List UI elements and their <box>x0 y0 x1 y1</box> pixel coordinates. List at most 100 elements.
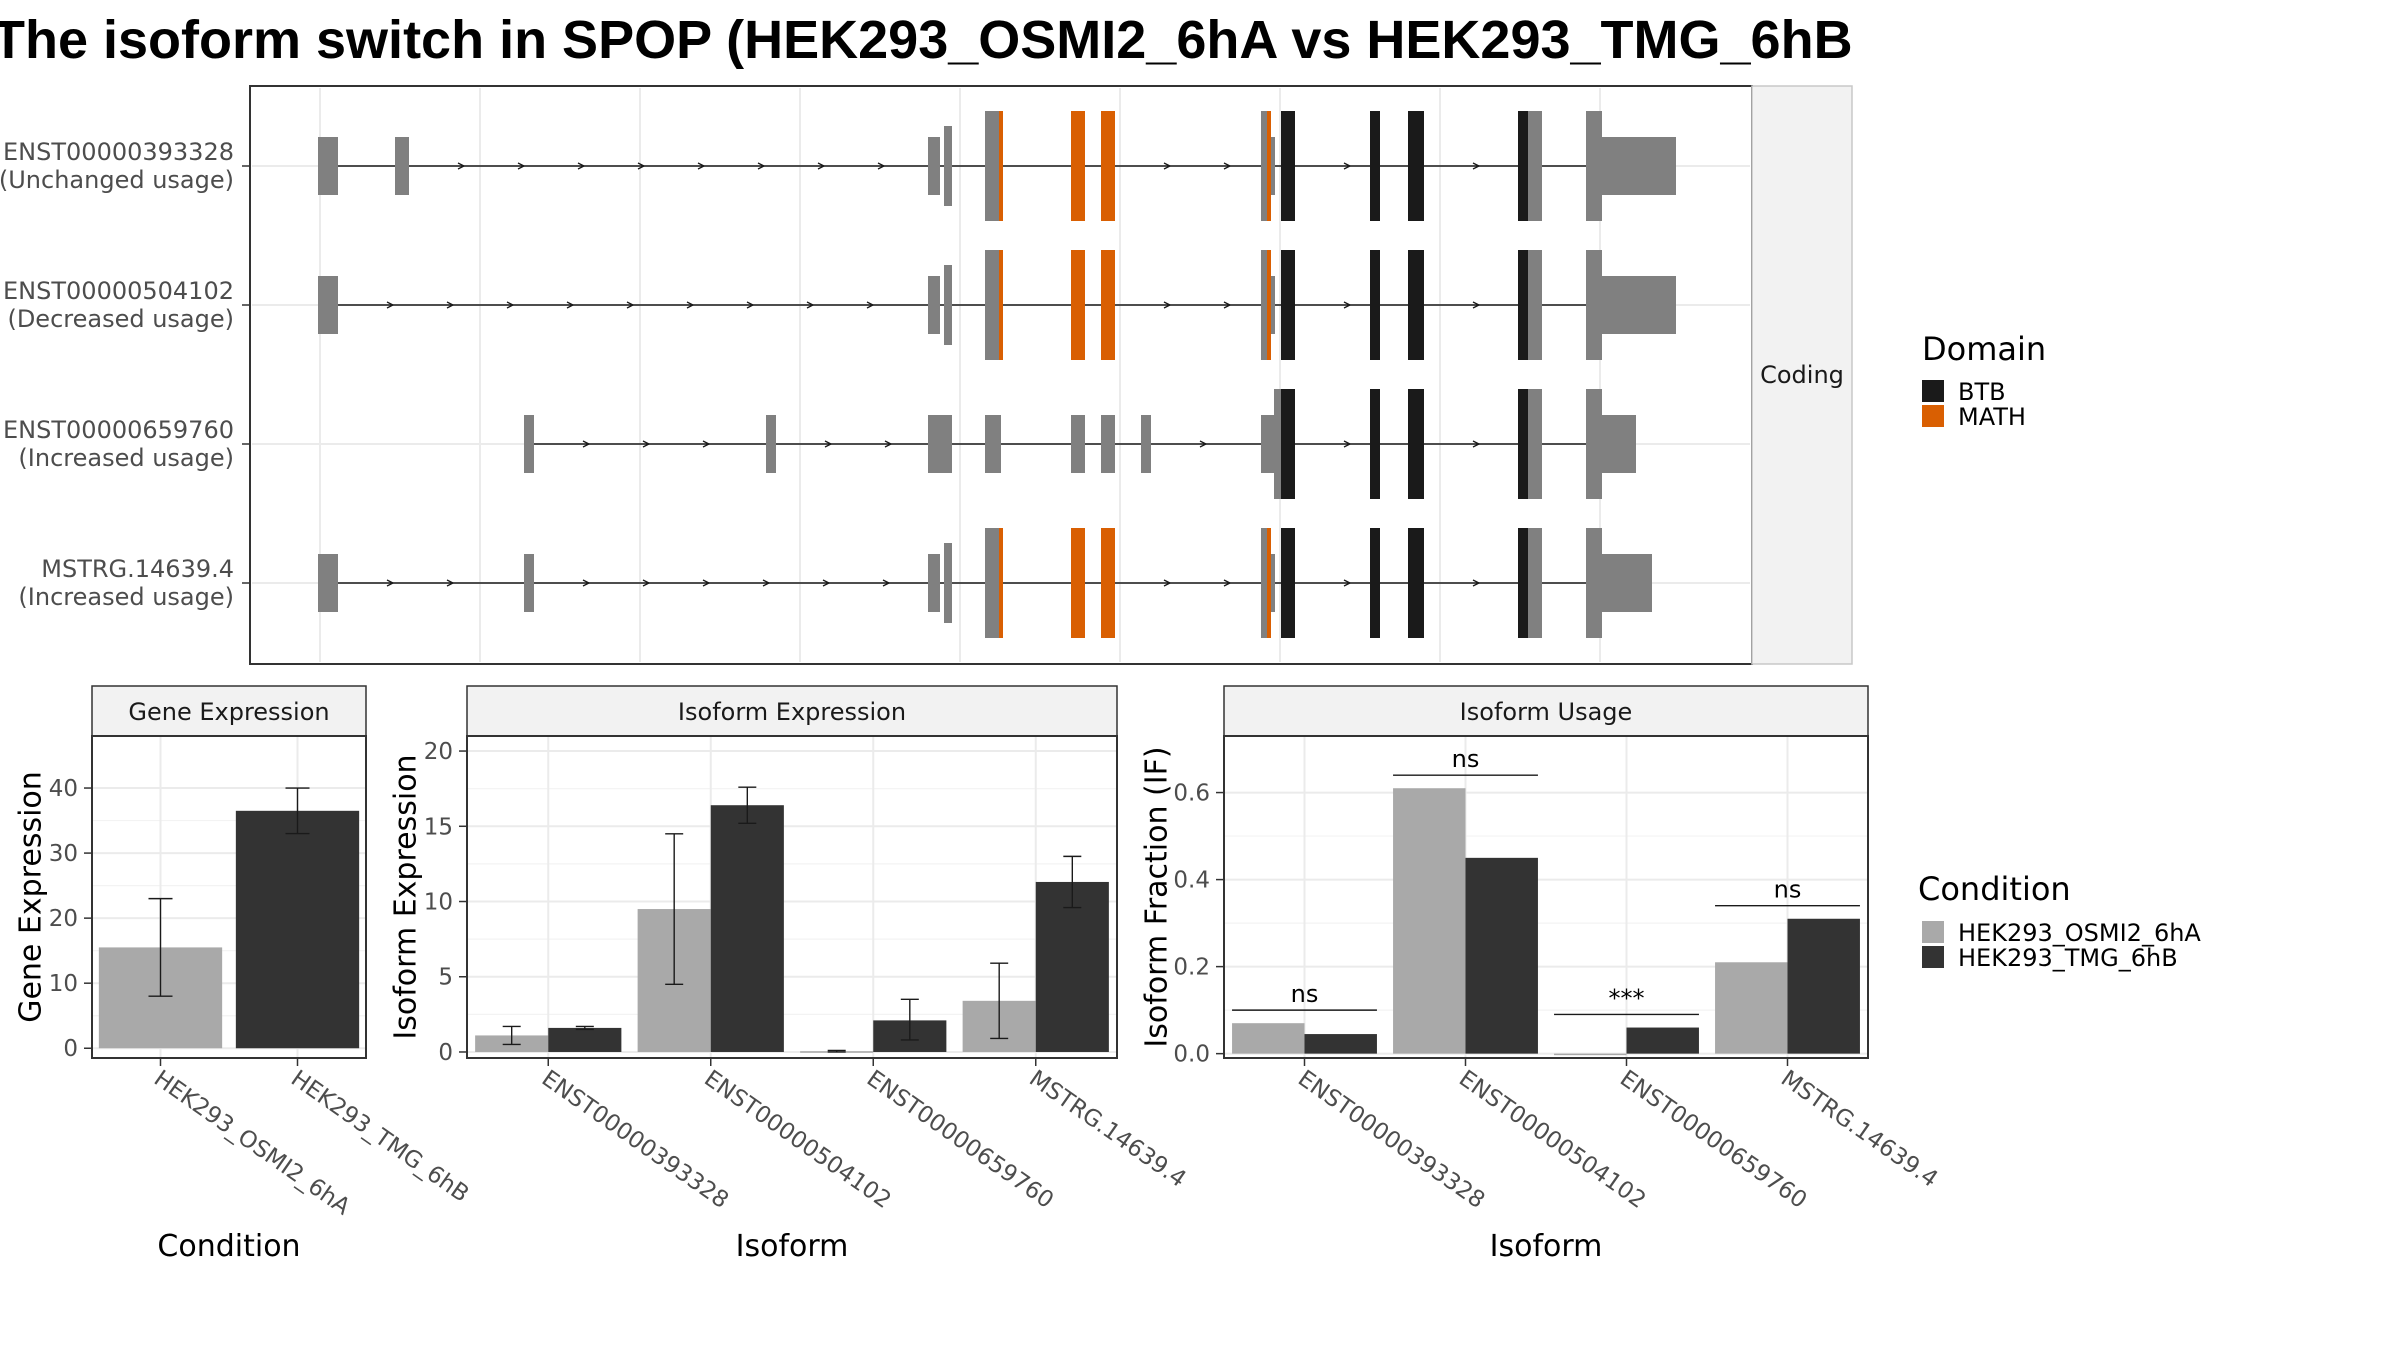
x-axis-title: Condition <box>157 1229 300 1264</box>
exon-block <box>944 543 952 623</box>
intron-arrow <box>1343 301 1352 309</box>
exon-block <box>1267 250 1271 360</box>
exon-block <box>1261 111 1267 221</box>
x-axis-title: Isoform <box>1490 1229 1603 1264</box>
intron-arrow <box>1343 579 1352 587</box>
legend-label-math: MATH <box>1958 403 2026 431</box>
intron-arrow <box>806 301 815 309</box>
exon-block <box>928 276 940 334</box>
isoform-usage-label: (Increased usage) <box>18 583 234 611</box>
intron-arrow <box>446 301 455 309</box>
intron-arrow <box>882 579 891 587</box>
exon-block <box>395 137 409 195</box>
exon-block <box>1281 250 1295 360</box>
intron-arrow <box>577 162 586 170</box>
exon-block <box>524 415 534 473</box>
exon-block <box>1528 111 1542 221</box>
exon-block <box>1518 111 1528 221</box>
isoform-track <box>318 528 1652 638</box>
intron-arrow <box>582 579 591 587</box>
exon-block <box>1071 250 1085 360</box>
panel-strip-title: Isoform Usage <box>1460 698 1633 726</box>
domain-legend-title: Domain <box>1922 330 2046 368</box>
intron-arrow <box>686 301 695 309</box>
intron-arrow <box>746 301 755 309</box>
intron-arrow <box>642 440 651 448</box>
isoform-usage-label: (Unchanged usage) <box>0 166 234 194</box>
x-tick-label: MSTRG.14639.4 <box>1776 1066 1942 1193</box>
y-tick-label: 20 <box>424 739 453 765</box>
exon-block <box>1528 389 1542 499</box>
intron-arrow <box>697 162 706 170</box>
bar <box>1626 1027 1699 1054</box>
y-axis-title: Isoform Fraction (IF) <box>1140 746 1175 1047</box>
bar <box>548 1027 622 1052</box>
exon-block <box>1370 250 1380 360</box>
intron-arrow <box>457 162 466 170</box>
panel-frame <box>91 735 367 1059</box>
exon-block <box>999 250 1003 360</box>
exon-block <box>985 415 1001 473</box>
legend-key-btb <box>1922 380 1944 402</box>
intron-arrow <box>1163 162 1172 170</box>
legend-label-condition-a: HEK293_OSMI2_6hA <box>1958 919 2201 947</box>
intron-arrow <box>386 579 395 587</box>
y-tick-label: 0.0 <box>1173 1042 1210 1068</box>
intron-arrow <box>626 301 635 309</box>
legend-label-condition-b: HEK293_TMG_6hB <box>1958 944 2178 972</box>
condition-legend-title: Condition <box>1918 870 2071 908</box>
exon-block <box>1101 111 1115 221</box>
isoform-id-label: ENST00000659760 <box>3 416 234 444</box>
panel-strip <box>466 685 1118 737</box>
figure-title: The isoform switch in SPOP (HEK293_OSMI2… <box>0 10 1853 70</box>
legend-label-btb: BTB <box>1958 378 2006 406</box>
bar <box>1787 918 1860 1054</box>
exon-block <box>999 528 1003 638</box>
structure-panel: ENST00000393328(Unchanged usage) ENST0000… <box>0 85 1853 665</box>
panel-strip-title: Isoform Expression <box>678 698 906 726</box>
bar <box>235 810 360 1049</box>
x-tick-label: MSTRG.14639.4 <box>1024 1066 1190 1193</box>
y-tick-label: 40 <box>49 776 78 802</box>
exon-block <box>999 111 1003 221</box>
exon-block <box>1602 554 1652 612</box>
exon-block <box>928 554 940 612</box>
condition-legend: Condition HEK293_OSMI2_6hA HEK293_TMG_6h… <box>1918 870 2201 972</box>
significance-label: ns <box>1452 745 1480 773</box>
intron-arrow <box>1343 440 1352 448</box>
exon-block <box>1071 528 1085 638</box>
exon-block <box>1602 137 1676 195</box>
bar <box>1715 962 1788 1054</box>
isoform-track <box>318 111 1676 221</box>
exon-block <box>318 137 338 195</box>
isoform-id-label: ENST00000504102 <box>3 277 234 305</box>
intron-arrow <box>506 301 515 309</box>
isoform-labels: ENST00000393328(Unchanged usage) ENST0000… <box>0 138 250 611</box>
bar <box>1232 1023 1305 1054</box>
y-axis-title: Isoform Expression <box>389 754 424 1039</box>
y-tick-label: 0 <box>438 1040 453 1066</box>
legend-key-math <box>1922 405 1944 427</box>
exon-block <box>318 554 338 612</box>
y-axis-title: Gene Expression <box>14 771 49 1023</box>
intron-arrow <box>1223 162 1232 170</box>
y-tick-label: 20 <box>49 906 78 932</box>
intron-arrow <box>1223 301 1232 309</box>
bar <box>1035 881 1109 1052</box>
intron-arrow <box>877 162 886 170</box>
exon-block <box>1602 415 1636 473</box>
exon-block <box>1267 111 1271 221</box>
isoform-id-label: ENST00000393328 <box>3 138 234 166</box>
exon-block <box>944 126 952 206</box>
exon-block <box>1261 250 1267 360</box>
exon-block <box>1518 528 1528 638</box>
exon-block <box>1267 528 1271 638</box>
legend-key-condition-a <box>1922 921 1944 943</box>
exon-block <box>1528 250 1542 360</box>
intron-arrow <box>637 162 646 170</box>
intron-arrow <box>386 301 395 309</box>
intron-arrow <box>757 162 766 170</box>
y-tick-label: 10 <box>424 890 453 916</box>
panel-frame <box>466 735 1118 1059</box>
